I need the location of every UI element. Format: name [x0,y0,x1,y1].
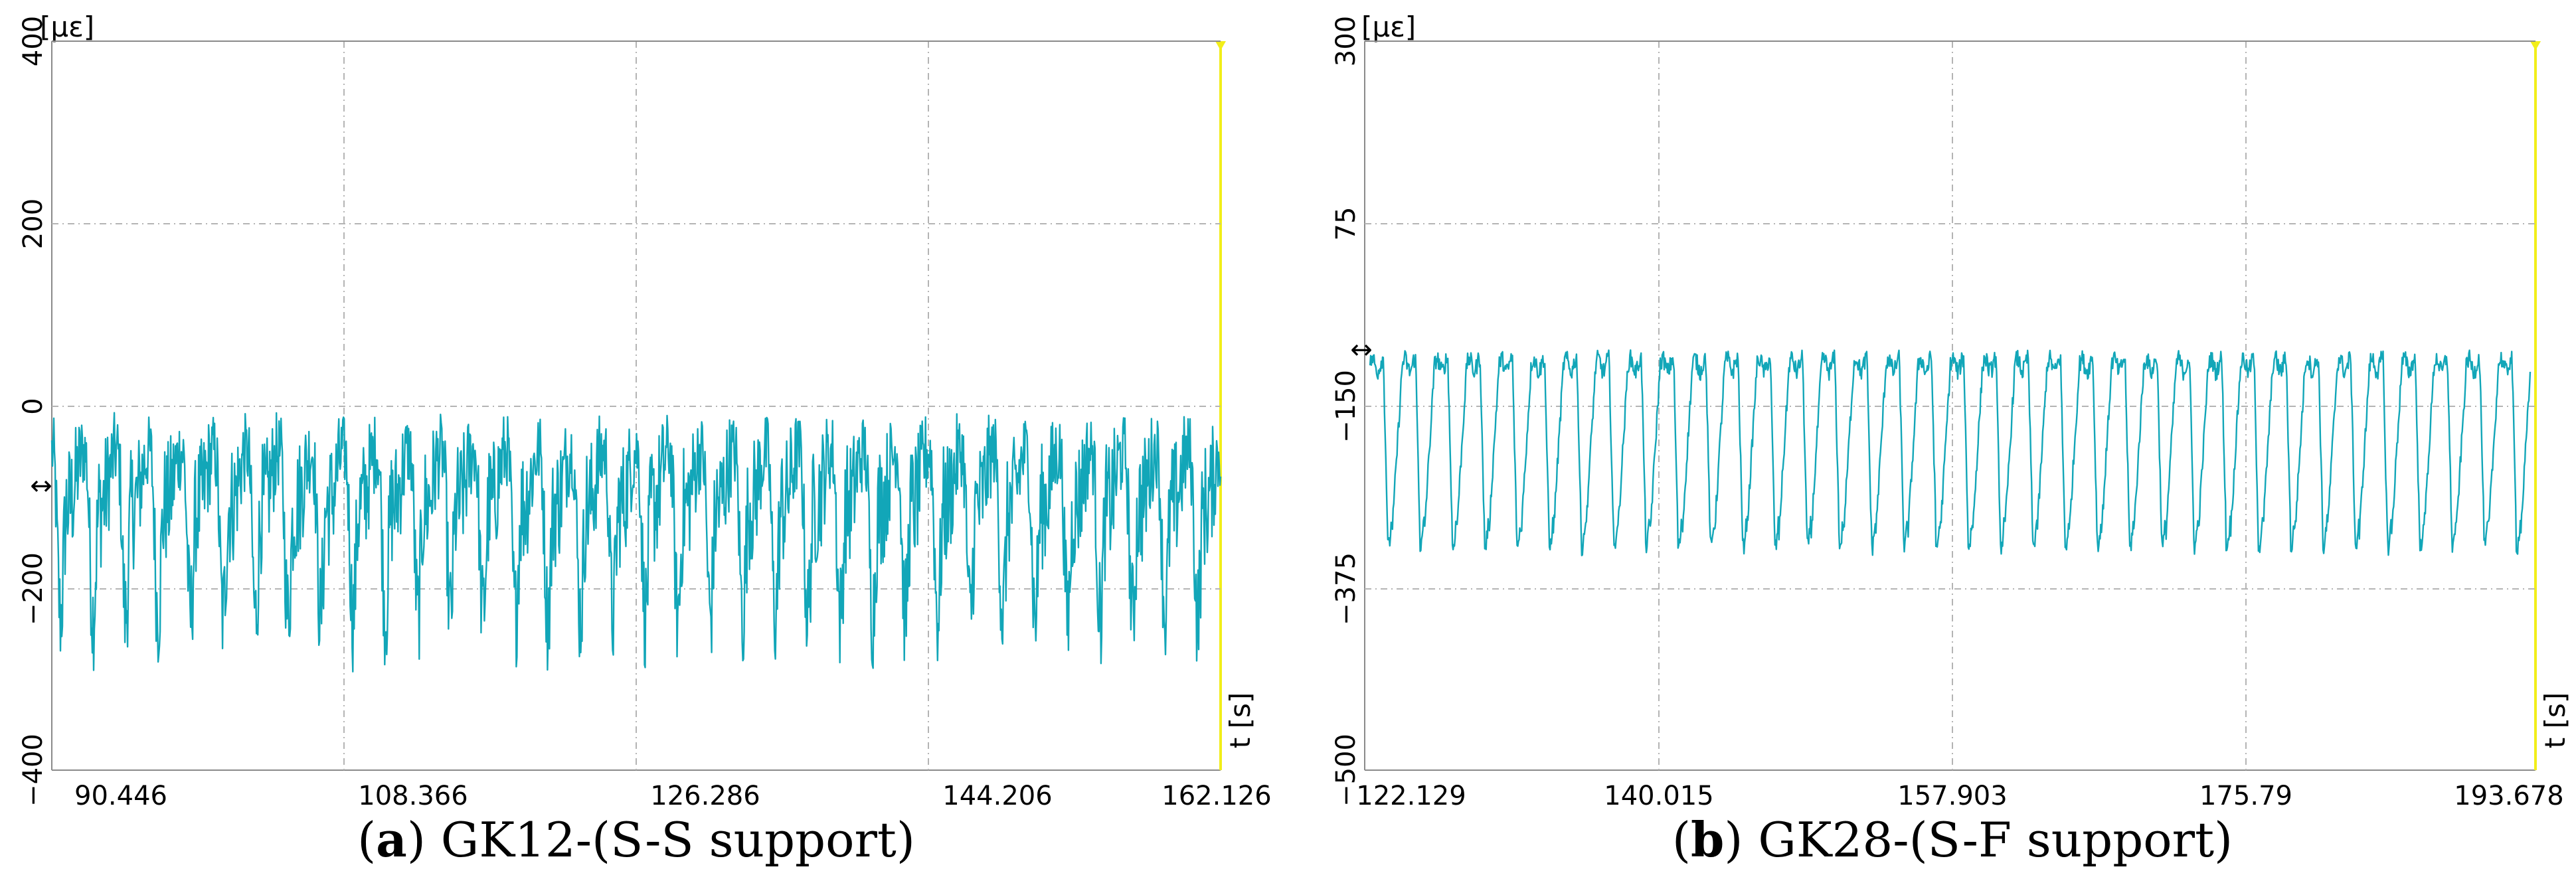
panel-a-cursor-handle-icon[interactable] [1215,41,1226,50]
panel-a-arrow-icon: ↔ [30,471,52,501]
y-tick-label: −400 [18,734,48,807]
y-tick-label: 75 [1331,207,1361,241]
panel-a-y-unit: [με] [40,11,94,43]
x-tick-label: 90.446 [74,781,167,811]
y-tick-label: −200 [18,552,48,625]
panel-a-grid [52,40,1221,770]
panel-b-cursor-handle-icon[interactable] [2530,41,2541,50]
panel-b-caption-text: GK28-(S-F support) [1758,812,2233,868]
panel-b-caption: (b) GK28-(S-F support) [1672,811,2233,868]
panel-a-label: a [376,811,407,868]
panel-b-x-ticks: 122.129 140.015 157.903 175.79 193.678 [1356,781,2563,811]
panel-a-y-ticks: 400 200 0 −200 −400 [18,16,48,807]
x-tick-label: 175.79 [2199,781,2292,811]
x-tick-label: 144.206 [942,781,1052,811]
panel-b-series-line [1369,349,2532,556]
y-tick-label: −150 [1331,370,1361,443]
panel-a-chart: [με] ↔ t [s] 400 200 0 −200 −400 90.446 108.3… [18,11,1272,868]
x-tick-label: 162.126 [1161,781,1271,811]
y-tick-label: −375 [1331,552,1361,625]
panel-b-label: b [1691,811,1724,868]
panel-b-y-unit: [με] [1361,11,1416,43]
panel-b-arrow-icon: ↔ [1350,335,1373,365]
y-tick-label: 400 [18,16,48,66]
y-tick-label: 300 [1331,16,1361,66]
panel-b-chart: [με] ↔ t [s] 300 75 −150 −375 −500 122.129 14… [1331,11,2571,868]
x-tick-label: 122.129 [1356,781,1466,811]
x-tick-label: 126.286 [650,781,760,811]
panel-a-x-unit: t [s] [1224,692,1256,748]
y-tick-label: 0 [18,398,48,414]
panel-a-caption: (a) GK12-(S-S support) [357,811,915,868]
panel-b-x-unit: t [s] [2539,692,2571,748]
x-tick-label: 193.678 [2454,781,2563,811]
x-tick-label: 140.015 [1604,781,1713,811]
y-tick-label: 200 [18,199,48,249]
x-tick-label: 157.903 [1897,781,2007,811]
panel-a-series-line [50,412,1222,673]
y-tick-label: −500 [1331,734,1361,807]
panel-b-y-ticks: 300 75 −150 −375 −500 [1331,16,1361,807]
x-tick-label: 108.366 [358,781,468,811]
panel-a-x-ticks: 90.446 108.366 126.286 144.206 162.126 [74,781,1272,811]
panel-b-grid [1365,40,2535,770]
panel-a-caption-text: GK12-(S-S support) [441,812,915,868]
